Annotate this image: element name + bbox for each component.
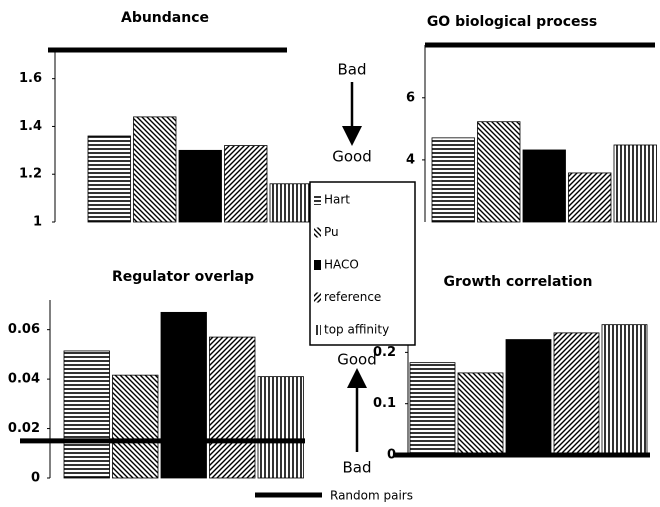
y-tick-label: 0.2	[373, 345, 396, 360]
y-tick-label: 1.6	[19, 71, 42, 86]
annotation: Bad	[342, 459, 371, 477]
legend-label: HACO	[324, 258, 359, 272]
y-tick-label: 0.04	[8, 372, 40, 387]
annotation: Good	[337, 351, 377, 369]
annotation: Bad	[337, 61, 366, 79]
y-tick-label: 0.06	[8, 322, 40, 337]
bar	[224, 145, 268, 223]
bar	[257, 376, 304, 479]
bar	[505, 339, 552, 456]
bar	[133, 116, 177, 223]
bar	[409, 362, 456, 456]
y-tick-label: 0.1	[373, 396, 396, 411]
bar	[63, 350, 110, 479]
y-tick-label: 1.4	[19, 119, 42, 134]
y-tick-label: 1	[33, 215, 42, 230]
chart-title: Abundance	[121, 10, 209, 26]
bar	[522, 149, 566, 223]
bar	[269, 183, 313, 223]
bar	[457, 372, 504, 456]
chart-title: Growth correlation	[443, 274, 592, 290]
y-tick-label: 4	[406, 152, 415, 167]
bar	[112, 374, 159, 479]
bar	[568, 172, 612, 223]
bar	[178, 149, 222, 223]
annotation: Good	[332, 148, 372, 166]
y-tick-label: 0	[387, 448, 396, 463]
chart-title: Regulator overlap	[112, 269, 254, 285]
legend-swatch	[314, 325, 321, 335]
legend-label: Hart	[324, 193, 350, 207]
bar	[553, 332, 600, 456]
legend-label: reference	[324, 290, 381, 304]
y-tick-label: 6	[406, 90, 415, 105]
bar	[431, 137, 475, 223]
legend-label: top affinity	[324, 323, 389, 337]
y-tick-label: 1.2	[19, 167, 42, 182]
legend-swatch	[314, 195, 321, 205]
legend-swatch	[314, 260, 321, 270]
legend-box	[309, 181, 416, 346]
bar	[160, 311, 207, 479]
legend-label: Pu	[324, 225, 339, 239]
y-tick-label: 0	[31, 471, 40, 486]
legend-swatch	[314, 292, 321, 303]
bar	[601, 324, 648, 456]
bar	[613, 144, 657, 223]
bar	[477, 121, 521, 223]
legend-swatch	[314, 227, 321, 238]
bar	[209, 336, 256, 479]
y-tick-label: 0.02	[8, 421, 40, 436]
legend-label: Random pairs	[330, 489, 413, 503]
bar	[87, 135, 131, 223]
chart-title: GO biological process	[427, 14, 597, 30]
